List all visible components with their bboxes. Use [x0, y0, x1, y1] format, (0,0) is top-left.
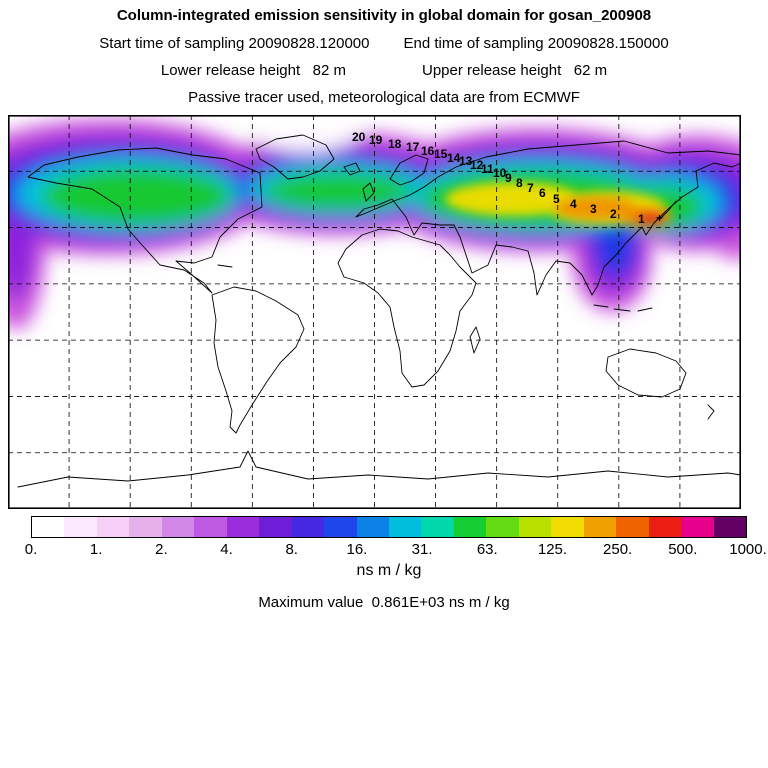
colorbar-segment: [421, 517, 454, 537]
sampling-start-label: Start time of sampling 20090828.120000: [99, 35, 370, 52]
svg-text:+: +: [656, 211, 663, 225]
svg-text:9: 9: [505, 171, 512, 185]
emission-plume: [8, 115, 741, 330]
colorbar-segment: [486, 517, 519, 537]
svg-text:16: 16: [421, 144, 435, 158]
colorbar-tick-label: 8.: [285, 541, 298, 558]
colorbar-segment: [518, 517, 552, 537]
svg-text:13: 13: [459, 154, 473, 168]
colorbar-segment: [32, 517, 65, 537]
svg-text:19: 19: [369, 133, 383, 147]
colorbar-segment: [194, 517, 227, 537]
tracer-note: Passive tracer used, meteorological data…: [188, 89, 580, 106]
lower-height-label: Lower release height 82 m: [160, 62, 346, 79]
svg-text:3: 3: [590, 202, 597, 216]
page-title: Column-integrated emission sensitivity i…: [116, 7, 652, 24]
colorbar-tick-label: 1000.: [729, 541, 767, 558]
colorbar-segment: [648, 517, 682, 537]
upper-height-label: Upper release height 62 m: [422, 62, 608, 79]
sampling-times-line: Start time of sampling 20090828.120000 E…: [0, 35, 768, 52]
colorbar-segment: [583, 517, 617, 537]
colorbar-segment: [616, 517, 649, 537]
svg-text:5: 5: [553, 192, 560, 206]
colorbar-segment: [453, 517, 487, 537]
svg-text:6: 6: [539, 186, 546, 200]
colorbar-segment: [388, 517, 422, 537]
svg-text:15: 15: [434, 147, 448, 161]
svg-text:12: 12: [470, 158, 484, 172]
svg-text:1: 1: [638, 212, 645, 226]
graticule: [8, 115, 741, 509]
colorbar-tick-label: 2.: [155, 541, 168, 558]
svg-text:7: 7: [527, 181, 534, 195]
release-heights-line: Lower release height 82 m Upper release …: [0, 62, 768, 79]
continent-outlines: [17, 134, 741, 488]
world-map-plot: 20 19 18 17 16 15 14 13 12 11 10 9 8 7 6 5 4 3 2 1 +: [8, 115, 742, 509]
colorbar-tick-label: 16.: [346, 541, 368, 558]
colorbar: [31, 516, 747, 538]
colorbar-segment: [551, 517, 584, 537]
svg-text:2: 2: [610, 207, 617, 221]
max-value-label: Maximum value 0.861E+03 ns m / kg: [258, 594, 510, 611]
colorbar-tick-label: 0.: [24, 541, 38, 558]
colorbar-tick-label: 4.: [220, 541, 233, 558]
colorbar-segment: [226, 517, 260, 537]
colorbar-segment: [681, 517, 714, 537]
colorbar-tick-label: 63.: [476, 541, 498, 558]
colorbar-segment: [96, 517, 130, 537]
colorbar-ticks: 0. 1. 2. 4. 8. 16. 31. 63. 125. 250. 500. 1000.: [25, 541, 767, 559]
svg-text:10: 10: [493, 166, 507, 180]
map-border: [8, 115, 742, 509]
colorbar-segment: [713, 517, 746, 537]
colorbar-segment: [291, 517, 325, 537]
colorbar-tick-label: 1.: [89, 541, 103, 558]
colorbar-tick-label: 125.: [537, 541, 568, 558]
colorbar-segment: [356, 517, 389, 537]
svg-text:14: 14: [447, 151, 461, 165]
colorbar-tick-label: 500.: [668, 541, 698, 558]
colorbar-segment: [161, 517, 195, 537]
colorbar-segment: [129, 517, 162, 537]
colorbar-segment: [259, 517, 292, 537]
sampling-end-label: End time of sampling 20090828.150000: [403, 35, 669, 52]
colorbar-segment: [324, 517, 357, 537]
colorbar-segment: [64, 517, 97, 537]
svg-text:17: 17: [406, 140, 420, 154]
svg-text:4: 4: [570, 197, 577, 211]
units-label: ns m / kg: [356, 562, 422, 579]
colorbar-tick-label: 250.: [603, 541, 633, 558]
svg-text:11: 11: [481, 162, 494, 176]
svg-text:20: 20: [352, 130, 366, 144]
svg-text:18: 18: [388, 137, 402, 151]
svg-text:8: 8: [516, 176, 523, 190]
colorbar-tick-label: 31.: [411, 541, 433, 558]
